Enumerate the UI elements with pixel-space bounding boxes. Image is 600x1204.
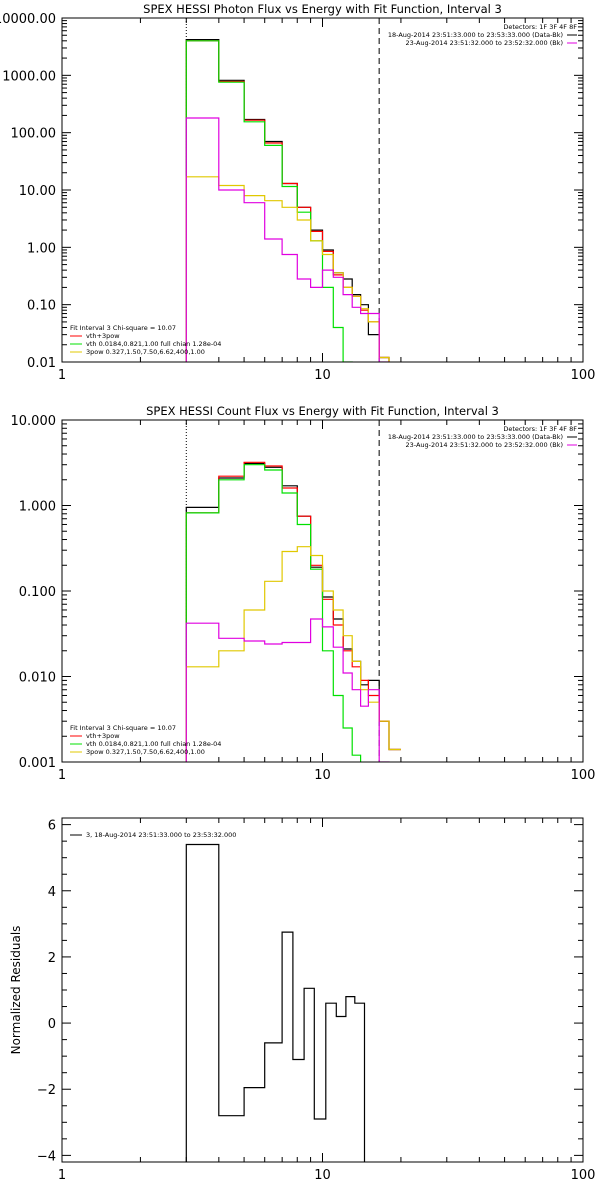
legend-label-3pow: 3pow 0.327,1.50,7.50,6.62,400,1.00 — [86, 348, 205, 356]
x-tick-label: 10 — [314, 368, 331, 383]
panel-3: Normalized Residuals 1 10 100 −4 −2 0 2 4 6 3, 18-… — [9, 817, 596, 1183]
legend-detectors: Detectors: 1F 3F 4F 8F — [503, 23, 577, 31]
legend-bk-interval: 23-Aug-2014 23:51:32.000 to 23:52:32.000… — [406, 441, 563, 449]
y-tick-label: 0.001 — [19, 756, 56, 771]
legend-data-interval: 18-Aug-2014 23:51:33.000 to 23:53:33.000… — [388, 433, 563, 441]
legend-bk-interval: 23-Aug-2014 23:51:32.000 to 23:52:32.000… — [406, 39, 563, 47]
series-group — [185, 39, 390, 362]
series-group — [185, 461, 401, 762]
x-tick-label: 10 — [314, 768, 331, 783]
plot-frame — [61, 17, 584, 363]
x-tick-label: 100 — [571, 768, 596, 783]
legend-label-vth_plus_3pow: vth+3pow — [86, 332, 120, 340]
y-tick-label: 0.10 — [27, 299, 56, 314]
series-3pow — [185, 546, 401, 762]
chart-title: SPEX HESSI Count Flux vs Energy with Fit… — [146, 404, 499, 418]
legend-label-vth: vth 0.0184,0.821,1.00 full chian 1.28e-0… — [86, 740, 221, 748]
legend-detectors: Detectors: 1F 3F 4F 8F — [503, 425, 577, 433]
series-background_series — [185, 618, 390, 762]
series-group — [185, 843, 366, 1162]
series-background_series — [185, 117, 390, 362]
x-tick-label: 1 — [58, 1168, 66, 1183]
y-axis-label: Normalized Residuals — [9, 926, 23, 1055]
legend-label-vth: vth 0.0184,0.821,1.00 full chian 1.28e-0… — [86, 340, 221, 348]
y-tick-label: 2 — [48, 951, 56, 966]
legend-fit-header: Fit Interval 3 Chi-square = 10.07 — [70, 324, 176, 332]
panel-2: SPEX HESSI Count Flux vs Energy with Fit… — [11, 404, 596, 783]
y-tick-label: 0.010 — [19, 671, 56, 686]
legend-label-vth_plus_3pow: vth+3pow — [86, 732, 120, 740]
panel-1: SPEX HESSI Photon Flux vs Energy with Fi… — [0, 2, 596, 383]
series-data — [185, 843, 366, 1162]
series-data — [185, 39, 390, 362]
plot-frame — [61, 419, 584, 763]
x-tick-label: 10 — [314, 1168, 331, 1183]
series-3pow — [185, 176, 390, 362]
plot-frame — [61, 817, 584, 1163]
x-tick-label: 1 — [58, 768, 66, 783]
y-tick-label: 0.100 — [19, 585, 56, 600]
y-tick-label: 1.000 — [19, 500, 56, 515]
y-tick-label: −2 — [37, 1083, 56, 1098]
legend-label-3pow: 3pow 0.327,1.50,7.50,6.62,400,1.00 — [86, 748, 205, 756]
y-tick-label: 10.00 — [19, 184, 56, 199]
legend-label-residual: 3, 18-Aug-2014 23:51:33.000 to 23:53:32.… — [86, 831, 236, 839]
y-tick-label: 0 — [48, 1017, 56, 1032]
y-tick-label: 10000.00 — [0, 12, 56, 27]
y-tick-label: −4 — [37, 1149, 56, 1164]
legend-fit-header: Fit Interval 3 Chi-square = 10.07 — [70, 724, 176, 732]
y-tick-label: 6 — [48, 819, 56, 834]
y-tick-label: 4 — [48, 885, 56, 900]
y-tick-label: 0.01 — [27, 356, 56, 371]
x-tick-label: 100 — [571, 368, 596, 383]
y-tick-label: 1000.00 — [2, 69, 56, 84]
y-tick-label: 100.00 — [11, 127, 57, 142]
y-tick-label: 1.00 — [27, 241, 56, 256]
chart-title: SPEX HESSI Photon Flux vs Energy with Fi… — [143, 2, 502, 16]
legend-data-interval: 18-Aug-2014 23:51:33.000 to 23:53:33.000… — [388, 31, 563, 39]
x-tick-label: 1 — [58, 368, 66, 383]
x-tick-label: 100 — [571, 1168, 596, 1183]
series-vth — [185, 464, 362, 762]
y-tick-label: 10.000 — [11, 414, 57, 429]
